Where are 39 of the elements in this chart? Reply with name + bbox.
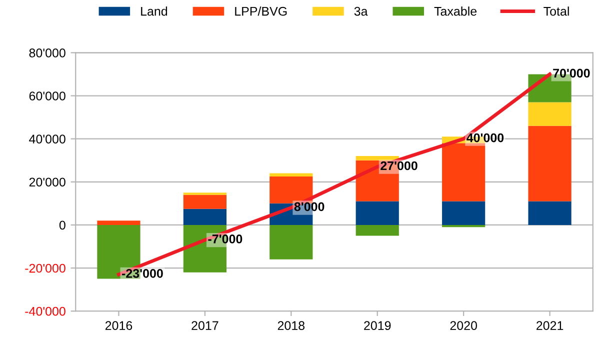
legend-label: LPP/BVG	[235, 6, 287, 16]
bar	[270, 176, 313, 204]
y-tick-label: 80'000	[29, 48, 66, 58]
bar	[528, 201, 572, 225]
legend-label: Total	[544, 6, 569, 16]
y-tick-label: 60'000	[29, 92, 66, 100]
bar	[528, 102, 572, 126]
y-tick-label: -40'000	[25, 306, 66, 316]
bar	[356, 224, 399, 236]
bar	[270, 173, 313, 177]
line-series	[116, 72, 552, 276]
x-tick-label: 2018	[278, 321, 305, 330]
x-tick-label: 2021	[536, 321, 564, 330]
bar	[356, 156, 399, 160]
bar	[183, 194, 226, 209]
data-label: -7'000	[208, 234, 242, 244]
x-tick-label: 2016	[105, 321, 132, 330]
bar	[442, 224, 486, 228]
bar	[97, 220, 140, 225]
y-tick-label: 40'000	[29, 134, 66, 144]
y-tick-label: 20'000	[29, 178, 66, 187]
data-label: 70'000	[553, 68, 590, 78]
bar	[356, 201, 399, 225]
bar	[442, 143, 486, 202]
legend-label: Land	[141, 6, 168, 16]
bar	[442, 201, 486, 225]
data-label: -23'000	[122, 268, 163, 278]
legend-label: Taxable	[434, 6, 477, 16]
y-tick-label: 0	[59, 220, 66, 230]
y-tick-label: -20'000	[25, 264, 66, 273]
bar	[528, 126, 572, 202]
bar	[183, 208, 226, 225]
data-label: 27'000	[380, 161, 418, 170]
x-tick-label: 2017	[192, 321, 218, 330]
x-tick-label: 2020	[450, 321, 477, 330]
x-tick-label: 2019	[364, 321, 391, 330]
legend-label: 3a	[354, 6, 368, 16]
data-label: 40'000	[466, 133, 504, 142]
bar	[270, 224, 313, 260]
